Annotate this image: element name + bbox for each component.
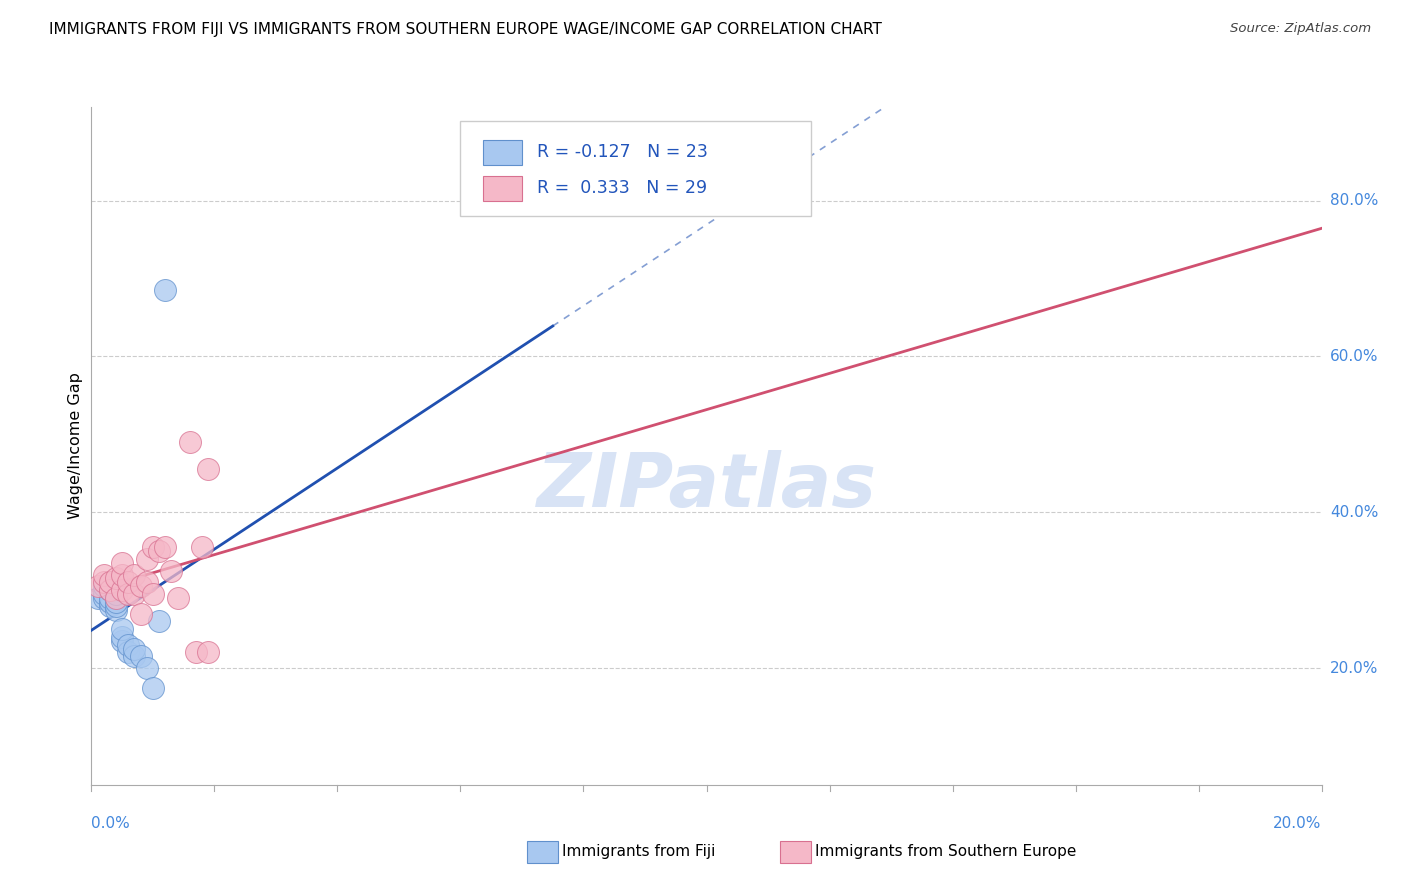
Point xyxy=(197,462,219,476)
Point xyxy=(191,541,214,555)
Point xyxy=(111,622,134,636)
Point xyxy=(166,591,188,605)
Point xyxy=(142,587,165,601)
Point xyxy=(124,641,146,656)
Point xyxy=(117,645,139,659)
Point xyxy=(148,615,170,629)
Point xyxy=(142,541,165,555)
Text: 60.0%: 60.0% xyxy=(1330,349,1378,364)
Point xyxy=(117,587,139,601)
FancyBboxPatch shape xyxy=(482,139,522,165)
Text: IMMIGRANTS FROM FIJI VS IMMIGRANTS FROM SOUTHERN EUROPE WAGE/INCOME GAP CORRELAT: IMMIGRANTS FROM FIJI VS IMMIGRANTS FROM … xyxy=(49,22,882,37)
Text: 0.0%: 0.0% xyxy=(91,816,131,830)
Point xyxy=(142,681,165,695)
Point xyxy=(98,599,121,613)
Point xyxy=(129,607,152,621)
Text: R =  0.333   N = 29: R = 0.333 N = 29 xyxy=(537,179,707,197)
Point xyxy=(86,579,108,593)
Text: Immigrants from Fiji: Immigrants from Fiji xyxy=(562,845,716,859)
Point xyxy=(105,602,127,616)
Point xyxy=(111,583,134,598)
Y-axis label: Wage/Income Gap: Wage/Income Gap xyxy=(67,373,83,519)
Text: 20.0%: 20.0% xyxy=(1274,816,1322,830)
Point xyxy=(105,591,127,605)
Point xyxy=(93,587,115,601)
Point xyxy=(129,649,152,664)
Point xyxy=(105,587,127,601)
Point xyxy=(117,638,139,652)
Point xyxy=(86,591,108,605)
Point xyxy=(117,575,139,590)
Point xyxy=(135,552,157,566)
Point xyxy=(124,587,146,601)
Point xyxy=(148,544,170,558)
Text: 20.0%: 20.0% xyxy=(1330,661,1378,675)
Point xyxy=(105,572,127,586)
Point xyxy=(153,283,177,297)
Text: ZIPatlas: ZIPatlas xyxy=(537,450,876,524)
Point xyxy=(111,630,134,644)
Point xyxy=(197,645,219,659)
Point xyxy=(135,575,157,590)
Point xyxy=(184,645,207,659)
Point xyxy=(105,599,127,613)
Point xyxy=(153,541,177,555)
Point xyxy=(98,583,121,598)
Text: R = -0.127   N = 23: R = -0.127 N = 23 xyxy=(537,144,707,161)
FancyBboxPatch shape xyxy=(482,176,522,202)
Text: 40.0%: 40.0% xyxy=(1330,505,1378,520)
Point xyxy=(111,556,134,570)
Point xyxy=(98,575,121,590)
Point xyxy=(93,567,115,582)
Point xyxy=(124,567,146,582)
FancyBboxPatch shape xyxy=(460,120,811,216)
Point xyxy=(105,595,127,609)
Text: 80.0%: 80.0% xyxy=(1330,193,1378,208)
Point xyxy=(98,591,121,605)
Point xyxy=(93,575,115,590)
Point xyxy=(179,435,201,450)
Point xyxy=(111,633,134,648)
Text: Immigrants from Southern Europe: Immigrants from Southern Europe xyxy=(815,845,1077,859)
Text: Source: ZipAtlas.com: Source: ZipAtlas.com xyxy=(1230,22,1371,36)
Point xyxy=(98,595,121,609)
Point xyxy=(111,567,134,582)
Point xyxy=(135,661,157,675)
Point xyxy=(160,564,183,578)
Point xyxy=(124,649,146,664)
Point xyxy=(93,579,115,593)
Point xyxy=(93,591,115,605)
Point xyxy=(129,579,152,593)
Point xyxy=(98,583,121,598)
